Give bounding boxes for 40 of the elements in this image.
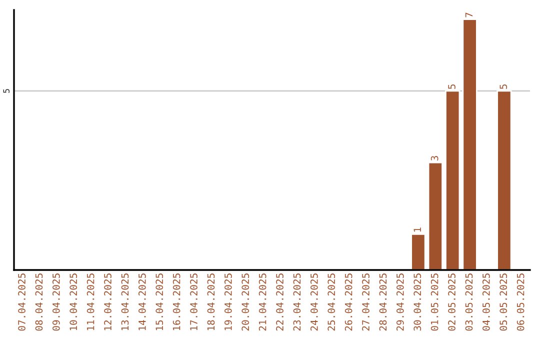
x-tick-label: 16.04.2025 — [172, 274, 180, 330]
x-tick-label: 12.04.2025 — [104, 274, 112, 330]
x-tick-label: 18.04.2025 — [207, 274, 215, 330]
x-tick-label: 03.05.2025 — [465, 274, 473, 331]
x-tick-label: 25.04.2025 — [328, 274, 336, 331]
x-tick-label: 27.04.2025 — [362, 274, 370, 331]
x-tick-label: 21.04.2025 — [258, 274, 266, 331]
data-label: 5 — [448, 84, 456, 89]
bar — [445, 90, 460, 270]
data-label: 3 — [430, 156, 438, 161]
x-tick-label: 26.04.2025 — [344, 274, 352, 331]
x-tick-label: 15.04.2025 — [156, 274, 164, 330]
x-tick-label: 30.04.2025 — [414, 274, 422, 331]
x-tick-label: 17.04.2025 — [190, 274, 198, 330]
x-tick-label: 04.05.2025 — [482, 274, 490, 331]
x-tick-label: 05.05.2025 — [500, 274, 508, 331]
x-tick-label: 22.04.2025 — [276, 274, 284, 331]
x-tick-label: 14.04.2025 — [138, 274, 146, 330]
data-label: 5 — [500, 84, 508, 89]
x-tick-label: 24.04.2025 — [310, 274, 318, 331]
bar — [410, 233, 426, 270]
data-label: 7 — [465, 12, 473, 18]
x-tick-label: 28.04.2025 — [379, 274, 387, 331]
data-label: 1 — [414, 228, 421, 232]
x-tick-label: 20.04.2025 — [242, 274, 250, 331]
x-tick-label: 09.04.2025 — [52, 274, 60, 331]
x-tick-label: 29.04.2025 — [396, 274, 404, 331]
x-tick-label: 08.04.2025 — [35, 274, 43, 331]
x-tick-label: 11.04.2025 — [86, 274, 94, 330]
x-tick-label: 23.04.2025 — [293, 274, 301, 331]
bar — [462, 18, 478, 270]
x-tick-label: 07.04.2025 — [18, 274, 26, 331]
x-tick-label: 10.04.2025 — [70, 274, 78, 330]
x-tick-label: 02.05.2025 — [448, 274, 456, 331]
bar — [428, 162, 443, 270]
x-tick-label: 19.04.2025 — [224, 274, 232, 330]
bar — [496, 90, 512, 270]
x-tick-label: 13.04.2025 — [121, 274, 129, 330]
x-tick-label: 01.05.2025 — [430, 274, 438, 331]
x-tick-label: 06.05.2025 — [516, 274, 524, 331]
